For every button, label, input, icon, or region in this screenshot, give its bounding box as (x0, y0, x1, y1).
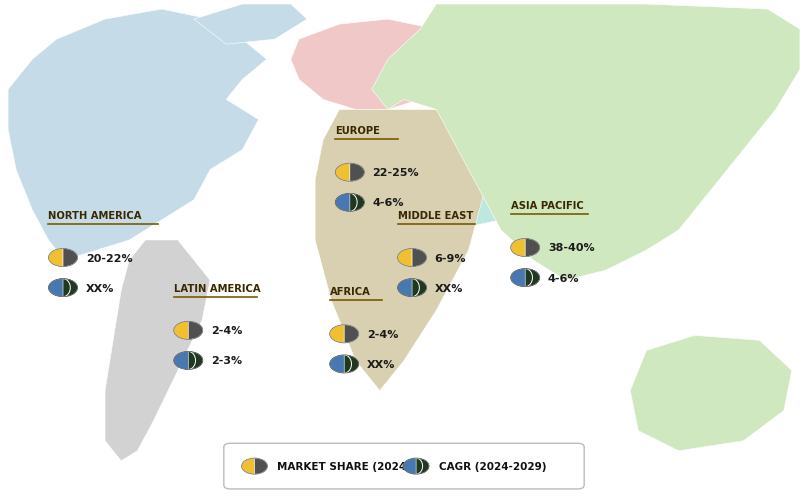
Wedge shape (416, 458, 429, 474)
Text: ASIA PACIFIC: ASIA PACIFIC (511, 200, 583, 210)
Wedge shape (350, 164, 364, 182)
Polygon shape (388, 140, 533, 230)
Text: 22-25%: 22-25% (372, 168, 419, 178)
Text: 4-6%: 4-6% (548, 273, 579, 283)
Polygon shape (8, 10, 267, 261)
Polygon shape (194, 5, 307, 45)
Wedge shape (412, 279, 427, 297)
Text: EUROPE: EUROPE (335, 125, 381, 135)
Text: MARKET SHARE (2024): MARKET SHARE (2024) (277, 461, 411, 471)
Wedge shape (188, 322, 203, 340)
Wedge shape (412, 249, 427, 267)
Circle shape (48, 279, 78, 297)
Text: CAGR (2024-2029): CAGR (2024-2029) (439, 461, 546, 471)
Wedge shape (330, 325, 344, 343)
Circle shape (335, 194, 364, 212)
Wedge shape (525, 239, 540, 257)
Wedge shape (63, 249, 78, 267)
Text: NORTH AMERICA: NORTH AMERICA (48, 210, 142, 220)
Text: 2-4%: 2-4% (211, 326, 242, 336)
Text: LATIN AMERICA: LATIN AMERICA (174, 283, 260, 293)
Text: XX%: XX% (367, 359, 395, 369)
Polygon shape (315, 110, 485, 391)
Polygon shape (291, 20, 452, 110)
Wedge shape (335, 164, 350, 182)
Text: 20-22%: 20-22% (86, 253, 133, 263)
Text: MIDDLE EAST: MIDDLE EAST (398, 210, 473, 220)
FancyBboxPatch shape (224, 443, 584, 489)
Polygon shape (105, 240, 210, 461)
Wedge shape (344, 325, 359, 343)
Wedge shape (255, 458, 267, 474)
Wedge shape (242, 458, 255, 474)
Wedge shape (63, 279, 78, 297)
Text: 2-4%: 2-4% (367, 329, 398, 339)
Text: 2-3%: 2-3% (211, 356, 242, 366)
Wedge shape (511, 239, 525, 257)
Wedge shape (48, 249, 63, 267)
Wedge shape (344, 355, 359, 373)
Circle shape (330, 355, 359, 373)
Text: 38-40%: 38-40% (548, 243, 595, 253)
Text: XX%: XX% (435, 283, 463, 293)
Circle shape (511, 269, 540, 287)
Circle shape (174, 352, 203, 370)
Circle shape (398, 279, 427, 297)
Wedge shape (398, 249, 412, 267)
Wedge shape (188, 352, 203, 370)
Text: 4-6%: 4-6% (372, 198, 404, 208)
Text: AFRICA: AFRICA (330, 287, 371, 297)
Wedge shape (350, 194, 364, 212)
Text: 6-9%: 6-9% (435, 253, 466, 263)
Text: XX%: XX% (86, 283, 114, 293)
Polygon shape (630, 336, 792, 451)
Polygon shape (372, 5, 800, 281)
Wedge shape (525, 269, 540, 287)
Circle shape (403, 458, 429, 474)
Wedge shape (174, 322, 188, 340)
